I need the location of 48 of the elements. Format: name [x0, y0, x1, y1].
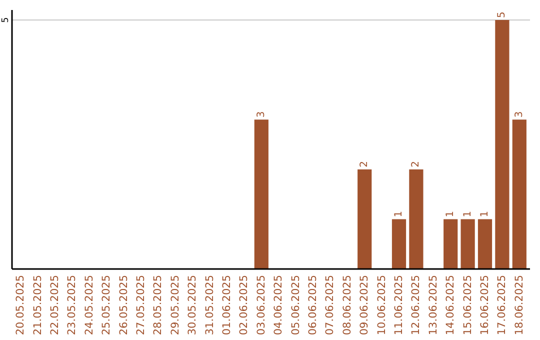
x-tick-label: 02.06.2025 — [238, 275, 250, 336]
x-tick-label: 28.05.2025 — [152, 275, 164, 336]
bar — [495, 20, 510, 269]
bar — [460, 219, 475, 269]
bar — [409, 169, 424, 269]
x-tick-label: 31.05.2025 — [204, 275, 216, 336]
x-tick-label: 29.05.2025 — [169, 275, 182, 336]
x-tick-label: 10.06.2025 — [376, 275, 388, 336]
x-tick-label: 15.06.2025 — [462, 275, 474, 336]
x-tick-label: 25.05.2025 — [100, 275, 113, 336]
x-tick-label: 05.06.2025 — [290, 275, 302, 336]
x-tick-label: 24.05.2025 — [83, 275, 96, 336]
data-label: 2 — [410, 161, 422, 168]
x-tick-label: 27.05.2025 — [135, 275, 147, 336]
data-label: 1 — [445, 210, 456, 218]
x-tick-label: 04.06.2025 — [272, 275, 285, 336]
x-tick-label: 07.06.2025 — [324, 275, 336, 336]
x-tick-label: 21.05.2025 — [32, 275, 44, 336]
x-tick-label: 26.05.2025 — [118, 275, 130, 336]
x-tick-label: 01.06.2025 — [221, 275, 233, 336]
x-tick-label: 08.06.2025 — [341, 275, 354, 336]
data-label: 5 — [496, 12, 508, 18]
x-tick-label: 16.06.2025 — [479, 275, 491, 336]
x-tick-label: 20.05.2025 — [14, 275, 27, 336]
x-tick-label: 17.06.2025 — [496, 275, 508, 336]
x-tick-label: 23.05.2025 — [66, 275, 78, 336]
x-tick-label: 30.05.2025 — [186, 275, 199, 336]
bar — [254, 120, 268, 269]
x-tick-label: 22.05.2025 — [49, 275, 61, 336]
bar — [358, 169, 372, 269]
x-tick-label: 06.06.2025 — [307, 275, 319, 336]
x-tick-label: 09.06.2025 — [358, 275, 371, 336]
bar — [444, 219, 458, 269]
x-tick-label: 11.06.2025 — [393, 275, 405, 336]
data-label: 1 — [462, 210, 474, 218]
data-label: 3 — [256, 111, 267, 118]
data-label: 1 — [394, 210, 404, 218]
data-label: 2 — [359, 161, 370, 168]
data-label: 1 — [480, 210, 490, 218]
x-tick-label: 18.06.2025 — [513, 275, 526, 336]
x-tick-label: 14.06.2025 — [444, 275, 457, 336]
bar — [392, 219, 406, 269]
x-tick-label: 12.06.2025 — [410, 275, 422, 336]
x-tick-label: 03.06.2025 — [255, 275, 268, 336]
bar — [478, 219, 492, 269]
x-tick-label: 13.06.2025 — [427, 275, 440, 336]
bar — [512, 120, 526, 269]
data-label: 3 — [514, 111, 525, 118]
